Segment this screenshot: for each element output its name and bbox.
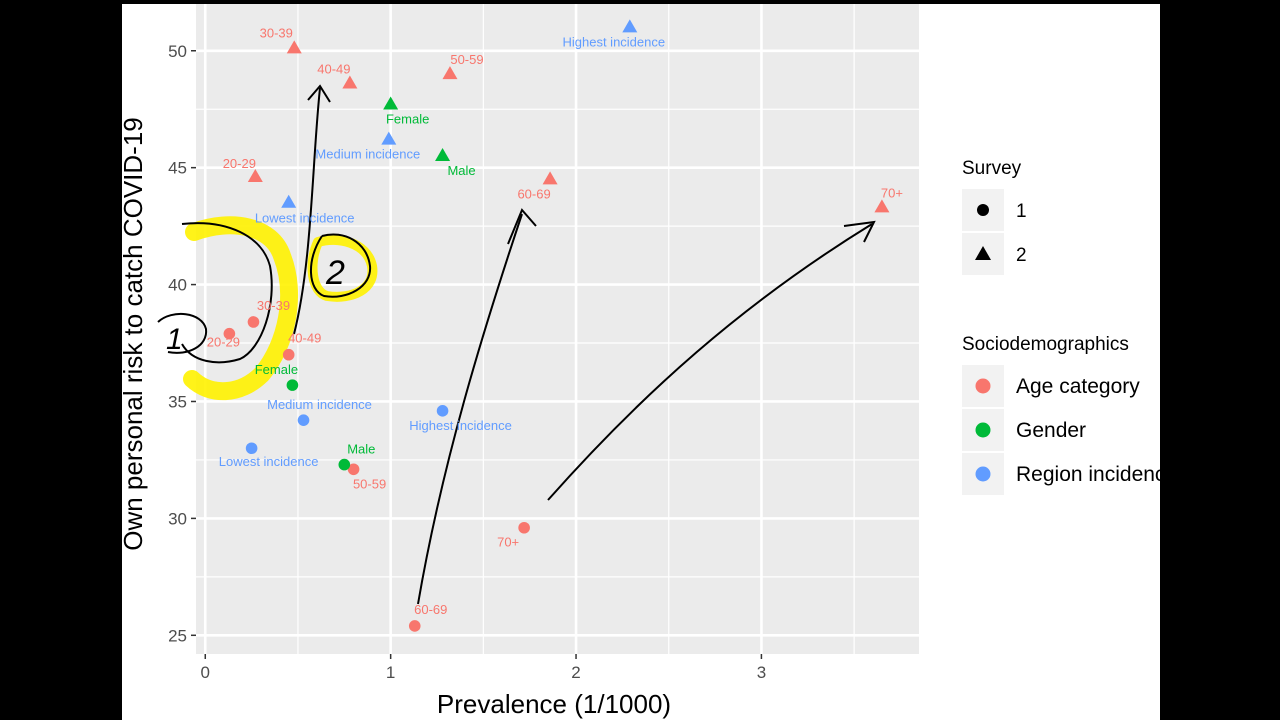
point-survey2-female — [383, 96, 399, 110]
y-tick-label: 50 — [168, 42, 187, 61]
point-label-highest-incidence: Highest incidence — [562, 34, 665, 49]
y-tick-label: 45 — [168, 159, 187, 178]
point-label-lowest-incidence: Lowest incidence — [219, 454, 319, 469]
y-tick-label: 40 — [168, 276, 187, 295]
legend-label-region-incidence: Region incidence — [1016, 463, 1160, 486]
chart-frame: 0 1 2 3 25 30 35 40 45 50 Own personal risk to ca… — [122, 4, 1160, 720]
point-survey1-40-49 — [282, 348, 295, 361]
legend-label-survey-1: 1 — [1016, 201, 1027, 222]
point-label-30-39: 30-39 — [260, 25, 293, 40]
x-tick-label: 1 — [386, 663, 395, 682]
point-label-female: Female — [255, 362, 298, 377]
point-label-medium-incidence: Medium incidence — [315, 147, 420, 162]
point-label-male: Male — [347, 442, 375, 457]
point-survey1-highest-incidence — [436, 405, 449, 417]
point-label-highest-incidence: Highest incidence — [409, 418, 512, 433]
point-survey1-20-29 — [223, 327, 236, 340]
yellow-highlight — [183, 216, 299, 401]
handwritten-label-1: 1 — [166, 323, 183, 356]
legend-color-symbol — [975, 422, 991, 438]
legend-color-symbol — [975, 378, 991, 394]
point-label-20-29: 20-29 — [207, 335, 240, 350]
point-survey1-female — [286, 379, 299, 391]
arrow-40-49 — [293, 87, 321, 335]
point-survey2-30-39 — [286, 40, 302, 54]
point-label-70-: 70+ — [497, 535, 519, 550]
point-label-40-49: 40-49 — [288, 331, 321, 346]
point-survey2-highest-incidence — [622, 19, 638, 33]
point-survey2-male — [435, 147, 451, 161]
ink-circle — [181, 222, 273, 364]
ink-circle — [309, 233, 372, 298]
y-tick-label: 25 — [168, 626, 187, 645]
point-label-30-39: 30-39 — [257, 298, 290, 313]
point-survey1-male — [338, 458, 351, 471]
legend-title-survey: Survey — [962, 158, 1022, 179]
point-survey2-40-49 — [342, 75, 358, 89]
ink-circle — [157, 312, 208, 354]
point-label-male: Male — [447, 163, 475, 178]
plot-panel — [196, 4, 919, 654]
point-survey1-70- — [518, 521, 530, 534]
legend: Survey 1 2 Sociodemographics Age category Gen… — [962, 158, 1160, 495]
arrowhead — [307, 84, 331, 103]
x-tick-label: 0 — [201, 663, 210, 682]
legend-label-survey-2: 2 — [1016, 245, 1027, 266]
point-survey2-lowest-incidence — [281, 194, 297, 208]
x-axis-label: Prevalence (1/1000) — [437, 689, 671, 719]
legend-label-gender: Gender — [1016, 419, 1086, 442]
point-label-50-59: 50-59 — [450, 52, 483, 67]
point-label-20-29: 20-29 — [223, 156, 256, 171]
arrow-70plus — [547, 223, 873, 501]
legend-triangle-symbol — [975, 246, 991, 260]
handwritten-annotations: 12 — [157, 84, 876, 605]
point-survey1-60-69 — [408, 620, 421, 632]
point-label-40-49: 40-49 — [317, 61, 350, 76]
y-tick-label: 35 — [168, 392, 187, 411]
grid-lines — [196, 4, 919, 654]
legend-color-symbol — [975, 466, 991, 482]
x-tick-label: 2 — [571, 663, 580, 682]
y-axis-label: Own personal risk to catch COVID-19 — [122, 117, 148, 551]
point-survey2-20-29 — [247, 169, 263, 183]
point-survey2-70- — [874, 199, 890, 213]
arrowhead — [507, 208, 537, 245]
handwritten-label-2: 2 — [325, 254, 345, 292]
point-survey2-60-69 — [542, 171, 558, 185]
yellow-highlight — [307, 234, 378, 302]
point-survey1-medium-incidence — [297, 414, 310, 426]
point-label-lowest-incidence: Lowest incidence — [255, 211, 355, 226]
point-label-medium-incidence: Medium incidence — [267, 397, 372, 412]
point-survey2-medium-incidence — [381, 131, 397, 145]
y-tick-label: 30 — [168, 509, 187, 528]
point-label-60-69: 60-69 — [517, 186, 550, 201]
point-label-60-69: 60-69 — [414, 602, 447, 617]
arrowhead — [843, 220, 876, 243]
point-survey1-50-59 — [347, 463, 360, 476]
axis-ticks: 0 1 2 3 25 30 35 40 45 50 — [168, 42, 766, 682]
arrow-60-69 — [417, 213, 523, 605]
point-label-50-59: 50-59 — [353, 476, 386, 491]
point-label-70-: 70+ — [881, 185, 903, 200]
x-tick-label: 3 — [757, 663, 766, 682]
legend-title-sociodemographics: Sociodemographics — [962, 334, 1129, 355]
legend-circle-symbol — [977, 204, 989, 216]
legend-label-age-category: Age category — [1016, 375, 1140, 398]
point-label-female: Female — [386, 112, 429, 127]
data-points: 20-29 30-39 40-49 50-59 60-69 70+ Female Male Lo… — [207, 19, 903, 632]
point-survey1-lowest-incidence — [245, 442, 258, 455]
point-survey2-50-59 — [442, 66, 458, 80]
point-survey1-30-39 — [247, 316, 260, 328]
